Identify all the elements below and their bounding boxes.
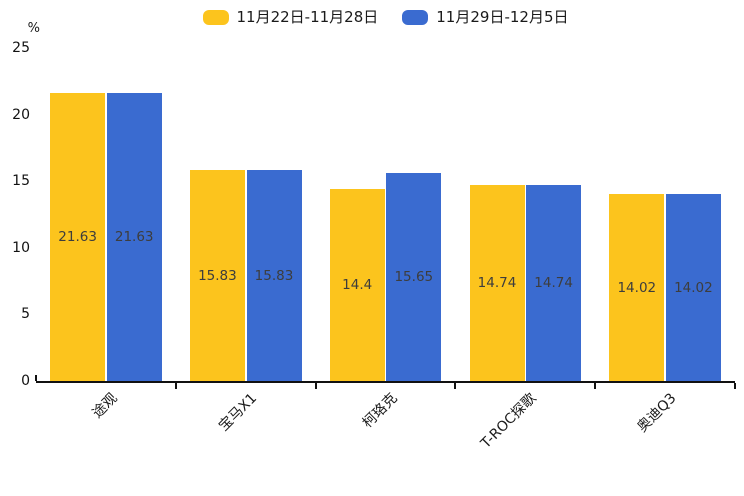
x-axis-tick <box>174 383 177 389</box>
y-axis-unit-label: % <box>27 21 40 36</box>
x-axis-category-label: 宝马X1 <box>216 390 261 435</box>
bar-value-label: 21.63 <box>58 228 97 245</box>
y-axis-tick-label: 10 <box>12 239 30 256</box>
bar-value-label: 15.83 <box>198 267 237 284</box>
bar-11月29日-12月5日-柯珞克: 15.65 <box>386 172 442 381</box>
y-axis-tick-label: 5 <box>21 306 30 323</box>
bar-value-label: 21.63 <box>114 228 154 245</box>
x-axis-tick <box>594 383 597 389</box>
bar-value-label: 14.02 <box>617 279 657 296</box>
legend: 11月22日-11月28日 11月29日-12月5日 <box>36 10 735 25</box>
y-axis-tick-label: 15 <box>12 173 30 190</box>
x-axis-category-label: 柯珞克 <box>359 390 401 432</box>
bar-value-label: 14.4 <box>342 277 373 294</box>
x-axis-tick <box>734 383 736 389</box>
x-axis-line <box>36 381 735 383</box>
bar-11月22日-11月28日-宝马X1: 15.83 <box>189 170 245 381</box>
x-axis-category-label: T-ROC探歌 <box>478 390 540 452</box>
y-axis-tick-label: 25 <box>12 40 30 56</box>
legend-swatch-yellow-icon <box>202 10 229 25</box>
bar-11月29日-12月5日-奥迪Q3: 14.02 <box>665 194 721 381</box>
x-axis-tick <box>454 383 457 389</box>
legend-item-week2[interactable]: 11月29日-12月5日 <box>402 10 568 25</box>
legend-label-week2: 11月29日-12月5日 <box>436 8 569 26</box>
y-axis-tick-label: 0 <box>21 373 30 389</box>
legend-label-week1: 11月22日-11月28日 <box>236 8 379 26</box>
x-axis-tick <box>314 383 317 389</box>
bar-value-label: 14.74 <box>534 274 573 291</box>
bar-value-label: 15.83 <box>254 267 294 284</box>
y-axis-tick-label: 20 <box>12 106 30 123</box>
x-axis-category-label: 途观 <box>89 390 121 422</box>
legend-item-week1[interactable]: 11月22日-11月28日 <box>202 8 379 26</box>
x-axis-tick <box>35 375 37 381</box>
bar-value-label: 14.74 <box>477 274 517 291</box>
legend-swatch-blue-icon <box>402 10 429 25</box>
bar-11月22日-11月28日-柯珞克: 14.4 <box>329 189 385 381</box>
bar-11月29日-12月5日-宝马X1: 15.83 <box>246 170 302 381</box>
x-axis-category-label: 奥迪Q3 <box>634 390 680 436</box>
bar-value-label: 14.02 <box>674 279 713 296</box>
bar-11月22日-11月28日-途观: 21.63 <box>50 92 106 381</box>
bar-value-label: 15.65 <box>394 268 434 285</box>
bar-11月22日-11月28日-奥迪Q3: 14.02 <box>609 194 665 381</box>
bar-11月22日-11月28日-T-ROC探歌: 14.74 <box>469 184 525 381</box>
bar-11月29日-12月5日-T-ROC探歌: 14.74 <box>526 184 582 381</box>
bar-11月29日-12月5日-途观: 21.63 <box>106 92 162 381</box>
